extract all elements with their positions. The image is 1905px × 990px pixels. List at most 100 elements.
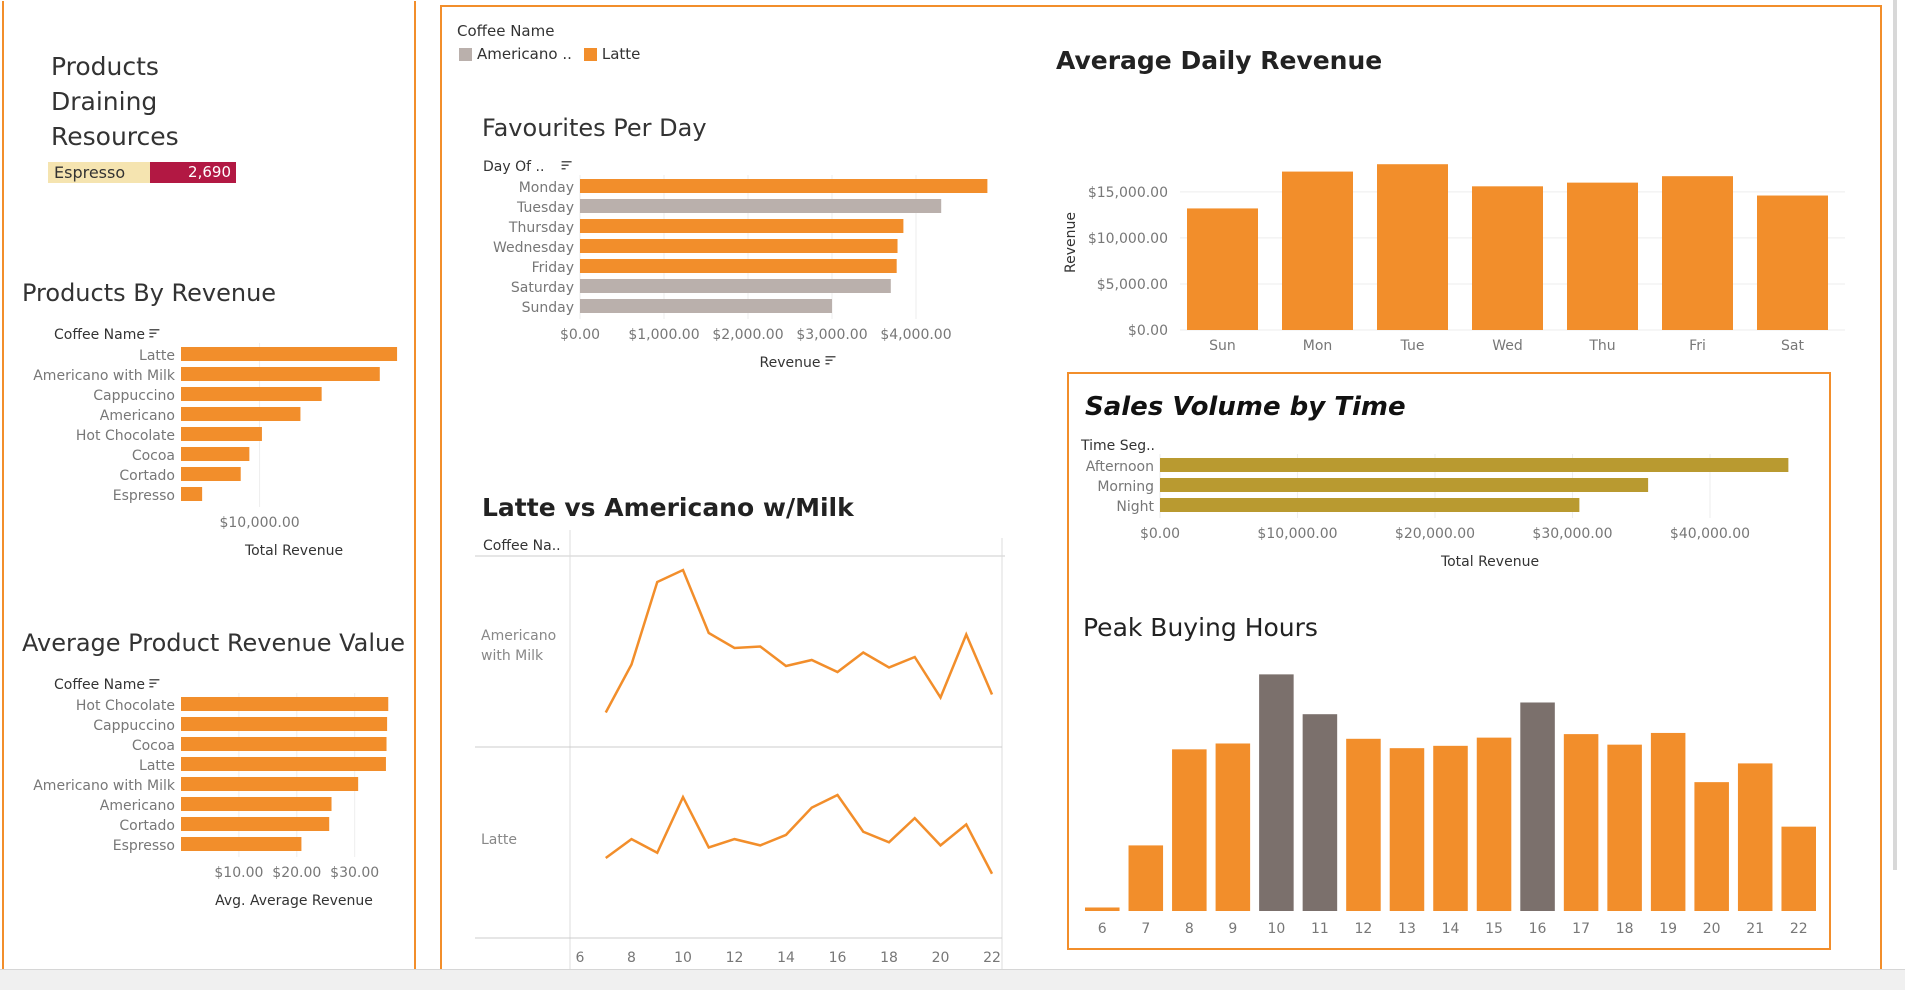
bar-sun [1187,208,1258,330]
bar-hot-chocolate [181,697,389,711]
tick-label: $2,000.00 [712,327,783,343]
main-panel [440,5,1882,969]
category-label: Americano with Milk [33,778,176,794]
x-tick-label: 12 [726,950,744,966]
products-draining-title: Products Draining Resources [51,49,179,154]
x-tick-label: Sat [1781,338,1804,354]
avg-daily-revenue-title: Average Daily Revenue [1056,46,1383,75]
bar-hour-21 [1737,763,1773,911]
avg-product-revenue-title: Average Product Revenue Value [22,629,405,657]
title-line-2: Draining [51,87,158,116]
bar-espresso [181,487,203,501]
row-label: with Milk [481,648,544,664]
header-sort-icon-a [149,329,160,331]
x-tick-label: 19 [1659,921,1677,937]
bar-americano [181,797,332,811]
sales-volume-title: Sales Volume by Time [1085,392,1406,422]
bar-hour-9 [1215,743,1251,911]
category-label: Cocoa [132,738,175,754]
tick-label: $10,000.00 [219,515,299,531]
series-line-americano-with-milk [604,568,994,714]
row-label: Americano [481,628,556,644]
bar-tue [1377,164,1448,330]
bar-sat [1757,195,1828,330]
bottom-tab-strip [0,969,1905,990]
x-tick-label: 20 [1703,921,1721,937]
axis-title: Revenue [760,355,821,371]
x-tick-label: 11 [1311,921,1329,937]
bar-hour-8 [1172,749,1207,911]
category-label: Cocoa [132,448,175,464]
bar-morning [1160,478,1649,492]
tick-label: $4,000.00 [880,327,951,343]
category-label: Morning [1097,479,1154,495]
bar-hour-16 [1520,702,1555,911]
legend-label-latte: Latte [601,45,641,63]
header-sort-icon-b [149,682,157,684]
x-tick-label: 8 [627,950,636,966]
bar-hot-chocolate [181,427,262,441]
avg-daily-revenue-chart: $0.00 $5,000.00 $10,000.00 $15,000.00 Revenu… [1063,164,1845,354]
x-tick-label: Wed [1492,338,1523,354]
avg-product-revenue-chart: Coffee Name Hot Chocolate Cappuccino Cocoa L… [33,677,389,909]
vertical-scrollbar[interactable] [1893,0,1897,870]
category-label: Sunday [522,300,574,316]
title-line-1: Products [51,52,159,81]
bar-saturday [580,279,891,293]
x-tick-label: Tue [1400,338,1425,354]
axis-title: Total Revenue [244,543,343,559]
series-line-latte [605,793,994,875]
bar-hour-20 [1694,782,1729,911]
latte-vs-americano-title: Latte vs Americano w/Milk [482,493,854,522]
bar-hour-12 [1346,738,1381,911]
dim-header: Coffee Name [54,327,145,343]
category-label: Friday [532,260,574,276]
bar-wed [1472,186,1543,330]
header-sort-icon-a [149,679,160,681]
x-tick-label: 10 [1267,921,1285,937]
category-label: Americano with Milk [33,368,176,384]
bar-cocoa [181,737,387,751]
category-label: Americano [100,798,175,814]
category-label: Latte [139,348,175,364]
bar-friday [580,259,897,273]
bar-espresso [181,837,302,851]
legend-label-americano: Americano .. [477,45,572,63]
drain-highlight-row[interactable]: Espresso 2,690 [48,162,236,183]
header-sort-icon-b [561,164,569,166]
x-tick-label: 14 [1442,921,1460,937]
bar-sunday [580,299,832,313]
sales-volume-box [1067,372,1831,950]
header-sort-icon-c [149,336,154,338]
bar-night [1160,498,1580,512]
legend-item-latte[interactable]: Latte [583,45,641,63]
tick-label: $40,000.00 [1670,526,1750,542]
tick-label: $0.00 [560,327,600,343]
x-tick-label: 14 [777,950,795,966]
drain-value-cell: 2,690 [150,162,236,183]
category-label: Thursday [508,220,574,236]
tick-label: $30.00 [330,865,379,881]
bar-monday [580,179,988,193]
bar-hour-11 [1302,714,1338,911]
bar-wednesday [580,239,898,253]
x-tick-label: 9 [1228,921,1237,937]
category-label: Espresso [113,838,175,854]
legend-item-americano[interactable]: Americano .. [459,45,572,63]
bar-hour-15 [1476,737,1512,911]
favourites-chart: Day Of .. Monday Tuesday Thursday Wednesday F… [483,159,988,371]
tick-label: $30,000.00 [1532,526,1612,542]
dim-header: Day Of .. [483,159,544,175]
title-line-3: Resources [51,122,179,151]
x-tick-label: 17 [1572,921,1590,937]
tick-label: $0.00 [1140,526,1180,542]
tick-label: $20,000.00 [1395,526,1475,542]
bar-hour-18 [1607,744,1642,911]
x-tick-label: 12 [1355,921,1373,937]
header-sort-icon-a [561,161,572,163]
bar-afternoon [1160,458,1789,472]
bar-latte [181,347,398,361]
bar-hour-10 [1259,674,1294,911]
x-tick-label: Thu [1588,338,1615,354]
axis-title: Avg. Average Revenue [215,893,373,909]
